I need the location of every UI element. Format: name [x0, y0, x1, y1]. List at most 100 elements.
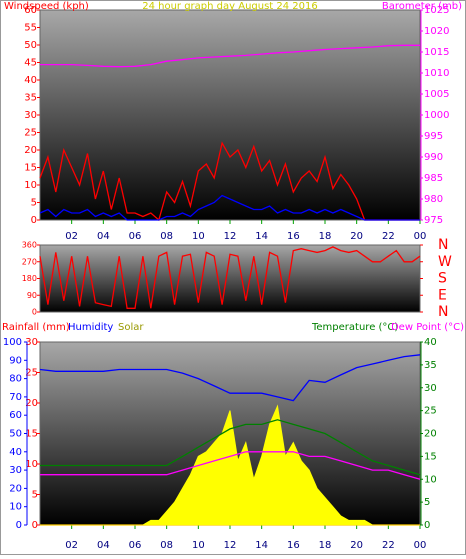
x-tick-label: 04	[97, 231, 110, 242]
chart-title: 24 hour graph day August 24 2016	[142, 1, 318, 12]
y2-tick-label: 995	[424, 131, 443, 142]
line	[40, 419, 421, 476]
y2-tick-label: 1000	[424, 110, 449, 121]
y-tick-label: 0	[32, 308, 37, 317]
x-tick-label: 22	[382, 540, 395, 551]
x-tick-label: 06	[129, 540, 142, 551]
y-tick-label: 25	[24, 128, 37, 139]
y3-tick-label: 30	[9, 465, 22, 476]
y3-tick-label: 90	[9, 355, 22, 366]
y2-tick-label: 975	[424, 215, 443, 226]
y2-tick-label: 20	[424, 429, 437, 440]
line	[40, 451, 421, 480]
x-tick-label: 00	[414, 540, 427, 551]
legend-label: Rainfall (mm)	[2, 322, 70, 333]
y-tick-label: 20	[25, 398, 38, 409]
y3-tick-label: 100	[3, 337, 22, 348]
y-tick-label: 0	[32, 520, 38, 531]
y-tick-label: 45	[24, 58, 37, 69]
y2-tick-label: S	[438, 271, 447, 287]
line	[39, 246, 421, 309]
x-tick-label: 20	[350, 231, 363, 242]
y2-tick-label: 990	[424, 152, 443, 163]
x-tick-label: 02	[65, 231, 78, 242]
line	[39, 194, 420, 221]
legend-label: Barometer (mb)	[382, 1, 462, 12]
x-tick-label: 10	[192, 231, 205, 242]
y-tick-label: 20	[24, 145, 37, 156]
y-tick-label: 10	[25, 459, 38, 470]
x-tick-label: 12	[224, 540, 237, 551]
y-tick-label: 15	[25, 429, 38, 440]
x-tick-label: 12	[224, 231, 237, 242]
x-tick-label: 04	[97, 540, 110, 551]
x-tick-label: 18	[319, 231, 332, 242]
y-tick-label: 5	[31, 198, 37, 209]
x-tick-label: 14	[255, 540, 268, 551]
x-tick-label: 10	[192, 540, 205, 551]
x-tick-label: 00	[414, 231, 427, 242]
y-tick-label: 35	[24, 93, 37, 104]
x-tick-label: 14	[255, 231, 268, 242]
y-tick-label: 0	[31, 215, 37, 226]
y2-tick-label: N	[438, 237, 448, 253]
x-tick-label: 08	[160, 540, 173, 551]
y-tick-label: 60	[24, 5, 37, 16]
y-tick-label: 270	[22, 257, 37, 266]
legend-label: Dew Point (°C)	[391, 322, 464, 333]
area	[40, 404, 420, 526]
line	[40, 44, 420, 68]
y3-tick-label: 80	[9, 374, 22, 385]
y-tick-label: 15	[24, 163, 37, 174]
legend-label: Humidity	[68, 322, 113, 333]
x-tick-label: 16	[287, 231, 300, 242]
y3-tick-label: 50	[9, 429, 22, 440]
y2-tick-label: 15	[424, 451, 437, 462]
y2-tick-label: 25	[424, 406, 437, 417]
y-tick-label: 30	[24, 110, 37, 121]
y-tick-label: 50	[24, 40, 37, 51]
y-tick-label: 10	[24, 180, 37, 191]
x-tick-label: 08	[160, 231, 173, 242]
y2-tick-label: 985	[424, 173, 443, 184]
y2-tick-label: 40	[424, 337, 437, 348]
y2-tick-label: 30	[424, 383, 437, 394]
x-tick-label: 16	[287, 540, 300, 551]
legend-label: Solar	[118, 322, 144, 333]
legend-label: Windspeed (kph)	[4, 1, 89, 12]
y3-tick-label: 40	[9, 447, 22, 458]
y-tick-label: 55	[24, 23, 37, 34]
x-tick-label: 18	[319, 540, 332, 551]
y-tick-label: 5	[32, 490, 38, 501]
y2-tick-label: E	[438, 287, 447, 303]
y2-tick-label: 35	[424, 360, 437, 371]
y-tick-label: 90	[27, 291, 37, 300]
x-tick-label: 20	[350, 540, 363, 551]
y-tick-label: 40	[24, 75, 37, 86]
line	[39, 141, 420, 222]
y3-tick-label: 70	[9, 392, 22, 403]
y-tick-label: 30	[25, 337, 38, 348]
x-tick-label: 22	[382, 231, 395, 242]
plot-background	[39, 9, 421, 221]
y2-tick-label: 1010	[424, 68, 449, 79]
y-tick-label: 180	[22, 274, 37, 283]
x-tick-label: 02	[65, 540, 78, 551]
y2-tick-label: 980	[424, 194, 443, 205]
line	[39, 354, 421, 402]
y2-tick-label: W	[438, 254, 452, 270]
y2-tick-label: 1015	[424, 47, 449, 58]
y-tick-label: 360	[22, 241, 37, 250]
y2-tick-label: 1020	[424, 26, 449, 37]
y2-tick-label: 1025	[424, 5, 449, 16]
y2-tick-label: N	[438, 304, 448, 320]
y2-tick-label: 5	[424, 497, 430, 508]
legend-label: Temperature (°C)	[311, 322, 398, 333]
y3-tick-label: 10	[9, 502, 22, 513]
y3-tick-label: 60	[9, 410, 22, 421]
y2-tick-label: 1005	[424, 89, 449, 100]
y3-tick-label: 20	[9, 483, 22, 494]
y2-tick-label: 0	[424, 520, 430, 531]
x-tick-label: 06	[129, 231, 142, 242]
